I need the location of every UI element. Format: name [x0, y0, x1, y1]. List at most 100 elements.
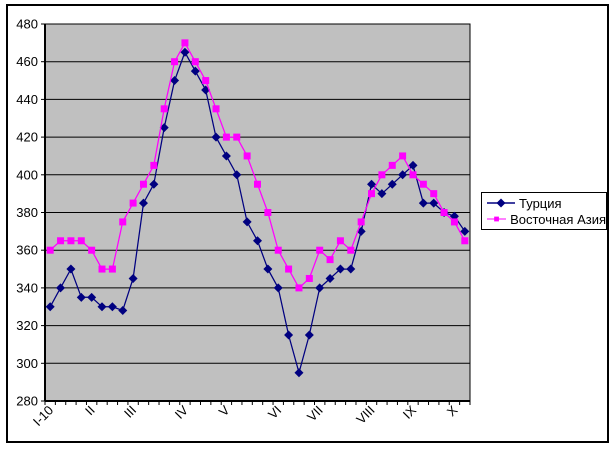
data-point-marker-0 [221, 151, 231, 161]
legend-label: Восточная Азия [510, 211, 606, 227]
data-point-marker-0 [128, 273, 138, 283]
data-point-marker-0 [325, 273, 335, 283]
data-point-marker-0 [118, 306, 128, 316]
y-axis-label: 380 [16, 205, 38, 220]
data-point-marker-1 [326, 256, 334, 264]
data-point-marker-1 [305, 274, 313, 282]
legend-item-east-asia[interactable]: Восточная Азия [487, 211, 606, 227]
y-axis-label: 420 [16, 130, 38, 145]
data-point-marker-1 [129, 199, 137, 207]
y-axis-label: 280 [16, 394, 38, 409]
x-axis-label: IV [172, 402, 192, 422]
data-point-marker-1 [181, 39, 189, 47]
data-point-marker-0 [242, 217, 252, 227]
data-point-marker-0 [107, 302, 117, 312]
data-point-marker-0 [294, 368, 304, 378]
data-point-marker-1 [264, 209, 272, 216]
y-axis-label: 460 [16, 54, 38, 69]
data-point-marker-1 [67, 237, 75, 245]
data-point-marker-1 [171, 58, 179, 66]
data-point-marker-0 [335, 264, 345, 274]
data-point-marker-0 [315, 283, 325, 293]
data-point-marker-1 [243, 152, 251, 160]
data-point-marker-1 [368, 190, 376, 198]
square-marker-icon [487, 216, 507, 222]
x-axis-label: VII [304, 403, 326, 425]
data-point-marker-1 [430, 190, 438, 198]
x-axis-label: IX [400, 402, 420, 422]
data-point-marker-0 [232, 170, 242, 180]
data-point-marker-0 [263, 264, 273, 274]
y-axis-label: 340 [16, 280, 38, 295]
data-point-marker-1 [347, 246, 355, 254]
data-point-marker-1 [254, 180, 261, 188]
x-axis-label: X [444, 402, 461, 419]
data-point-marker-0 [398, 170, 408, 180]
data-point-marker-1 [160, 105, 168, 113]
data-point-marker-0 [418, 198, 428, 208]
data-point-marker-1 [440, 209, 448, 216]
data-point-marker-1 [108, 265, 116, 273]
x-axis-label: III [121, 403, 139, 421]
data-point-marker-1 [77, 237, 85, 245]
y-axis-label: 360 [16, 243, 38, 258]
data-point-marker-1 [388, 161, 396, 169]
data-point-marker-0 [97, 302, 107, 312]
data-point-marker-0 [408, 160, 418, 170]
data-point-marker-1 [119, 218, 127, 226]
data-point-marker-1 [139, 180, 147, 188]
data-point-marker-0 [460, 226, 470, 236]
data-point-marker-1 [336, 237, 344, 245]
data-point-marker-0 [45, 302, 55, 312]
legend-item-turkey[interactable]: Турция [487, 195, 606, 211]
data-point-marker-1 [88, 246, 96, 254]
legend[interactable]: Турция Восточная Азия [481, 192, 607, 230]
data-point-marker-0 [138, 198, 148, 208]
data-point-marker-0 [66, 264, 76, 274]
y-axis-label: 300 [16, 356, 38, 371]
y-axis-label: 400 [16, 167, 38, 182]
data-point-marker-1 [450, 218, 458, 226]
data-point-marker-1 [419, 180, 427, 188]
data-point-marker-1 [233, 133, 241, 141]
data-point-marker-0 [87, 292, 97, 302]
data-point-marker-0 [159, 123, 169, 133]
data-point-marker-0 [170, 76, 180, 86]
data-point-marker-1 [150, 161, 158, 169]
data-point-marker-0 [253, 236, 262, 246]
data-point-marker-0 [387, 179, 397, 189]
data-point-marker-1 [378, 171, 386, 179]
data-point-marker-1 [202, 77, 210, 85]
x-axis-label: V [216, 402, 233, 419]
data-point-marker-0 [429, 198, 439, 208]
data-point-marker-1 [316, 246, 324, 254]
data-point-marker-1 [222, 133, 230, 141]
data-point-marker-1 [295, 284, 303, 292]
x-axis-label: VIII [353, 403, 377, 427]
y-axis-label: 480 [16, 17, 38, 32]
data-point-marker-0 [304, 330, 314, 340]
data-point-marker-0 [273, 283, 283, 293]
data-point-marker-0 [377, 189, 387, 199]
y-axis-label: 320 [16, 318, 38, 333]
data-point-marker-1 [46, 246, 54, 254]
data-point-marker-0 [346, 264, 356, 274]
data-point-marker-0 [180, 47, 190, 57]
data-point-marker-1 [274, 246, 282, 254]
data-point-marker-1 [461, 237, 469, 245]
data-point-marker-1 [191, 58, 199, 66]
data-point-marker-0 [56, 283, 66, 293]
data-point-marker-0 [367, 179, 377, 189]
data-point-marker-0 [190, 66, 200, 76]
data-point-marker-1 [212, 105, 220, 113]
data-point-marker-0 [76, 292, 86, 302]
x-axis-label: VI [265, 403, 284, 422]
data-point-marker-0 [211, 132, 221, 142]
data-point-marker-1 [357, 218, 365, 226]
data-point-marker-0 [284, 330, 294, 340]
diamond-marker-icon [487, 198, 515, 208]
data-point-marker-1 [285, 265, 293, 273]
data-point-marker-1 [399, 152, 407, 160]
